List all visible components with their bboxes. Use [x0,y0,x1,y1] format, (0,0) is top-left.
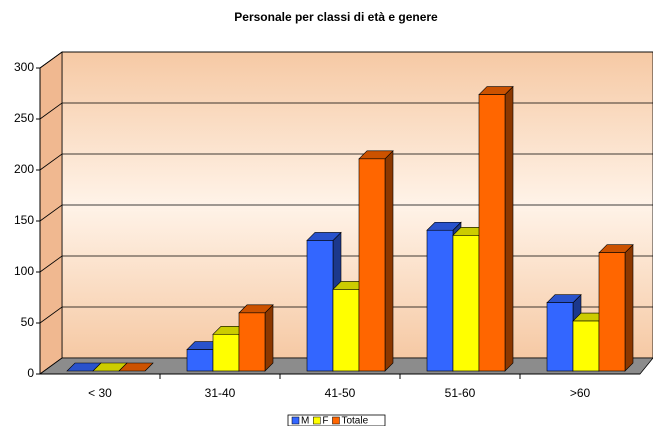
x-tick-label: 41-50 [325,386,356,400]
legend-label: M [301,416,309,426]
bar-front [598,252,626,372]
x-tick-label: 51-60 [445,386,476,400]
bar [598,243,634,372]
bar-front [332,289,360,372]
bar-front [452,235,480,372]
grid-line [39,204,653,222]
bar-front [358,158,386,372]
grid-line [39,153,653,171]
y-tick-label: 50 [21,315,35,329]
bar-top [118,362,154,372]
bar-front [306,240,334,372]
bar-front [212,333,240,372]
bar [478,85,514,372]
bar [238,304,274,372]
bar-front [572,320,600,372]
bar-front [426,229,454,372]
x-tick-label: < 30 [88,386,112,400]
bar-front [546,302,574,372]
bar-side [384,150,394,372]
legend-label: Totale [341,416,368,426]
x-tick-label: 31-40 [205,386,236,400]
bar [118,362,154,372]
legend-swatch [332,416,340,425]
legend-swatch [291,416,300,425]
chart-title: Personale per classi di età e genere [234,10,438,24]
y-tick-label: 200 [14,162,34,176]
grid-line [39,102,653,120]
x-tick-label: >60 [570,386,591,400]
bar-front [478,94,506,372]
y-tick-label: 150 [14,213,34,227]
y-tick-label: 0 [27,366,34,380]
bar-side [624,243,634,372]
bar-front [238,312,266,372]
bar-front [186,349,214,372]
bar-side [264,304,274,372]
y-tick-label: 100 [14,264,34,278]
legend-swatch [313,416,321,425]
y-tick-label: 300 [14,60,34,74]
grid-line [39,51,653,69]
y-tick-label: 250 [14,111,34,125]
legend-label: F [322,416,328,426]
bar-side [504,85,514,372]
bar [358,150,394,372]
